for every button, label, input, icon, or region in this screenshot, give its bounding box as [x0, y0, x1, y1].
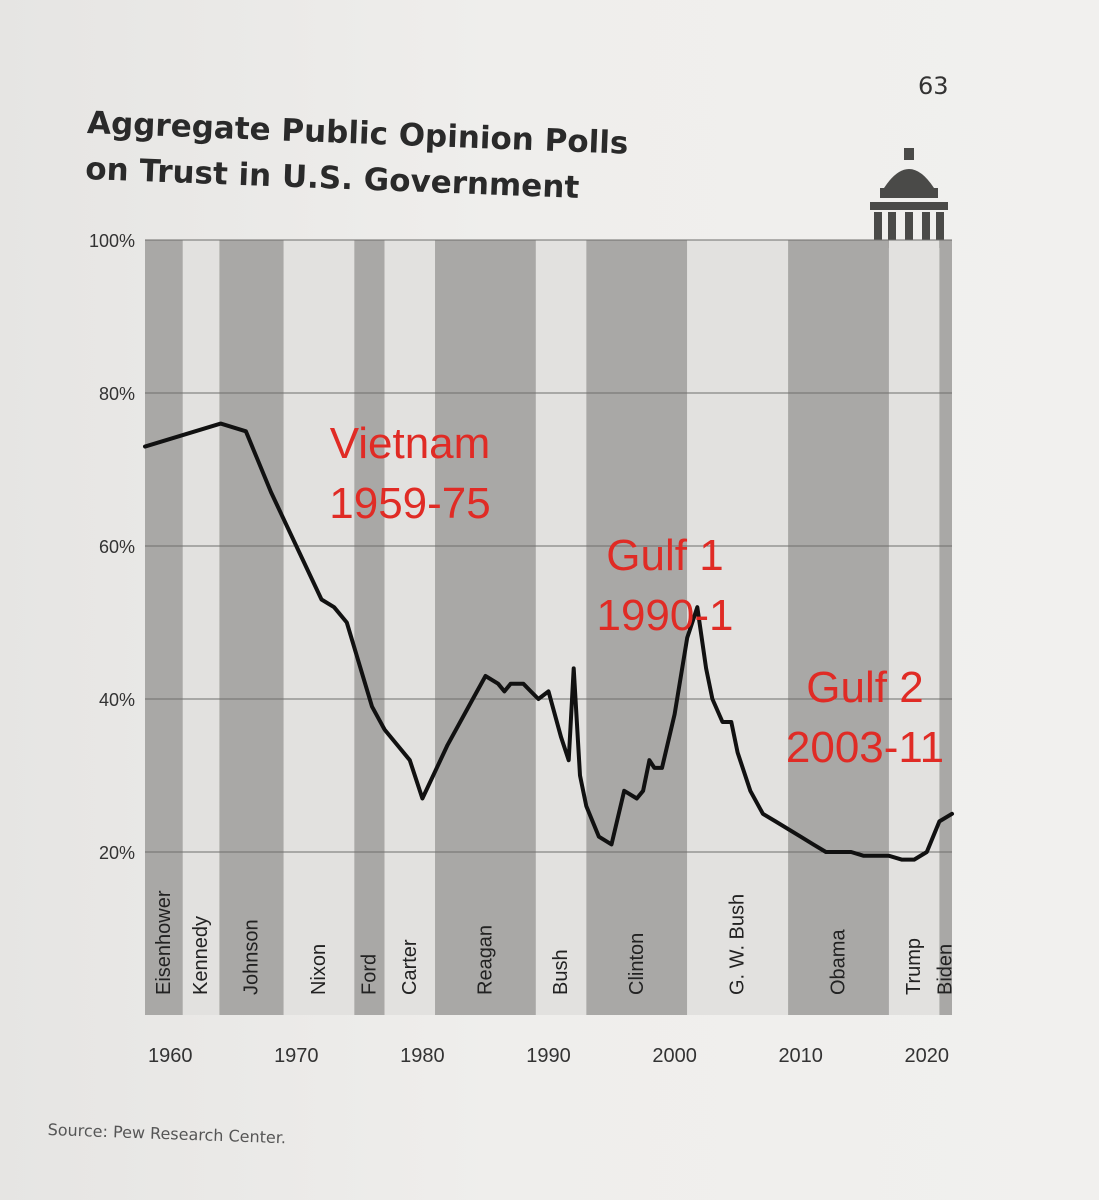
x-tick-label: 2000: [652, 1045, 697, 1067]
president-label: Johnson: [241, 919, 263, 995]
annotation-text: Gulf 2: [806, 663, 923, 712]
trust-series-line: [143, 421, 954, 862]
x-tick-label: 1960: [148, 1045, 193, 1067]
president-band: [283, 240, 355, 1015]
y-tick-label: 20%: [99, 843, 135, 863]
x-tick-label: 1990: [526, 1045, 571, 1067]
president-label: Carter: [399, 939, 421, 995]
annotation-text: 1959-75: [329, 479, 490, 528]
president-label: G. W. Bush: [727, 894, 749, 995]
page-number: 63: [918, 72, 949, 100]
annotation-text: 2003-11: [786, 723, 944, 772]
y-tick-label: 100%: [89, 231, 135, 251]
y-tick-label: 40%: [99, 690, 135, 710]
president-band: [939, 240, 952, 1015]
president-band: [586, 240, 688, 1015]
president-label: Obama: [828, 929, 850, 995]
president-band: [888, 240, 940, 1015]
president-label: Trump: [903, 938, 925, 995]
annotation-text: Gulf 1: [606, 531, 723, 580]
president-label: Ford: [358, 954, 380, 995]
y-tick-label: 80%: [99, 384, 135, 404]
president-band: [219, 240, 284, 1015]
president-label: Clinton: [626, 933, 648, 995]
president-label: Eisenhower: [153, 890, 175, 995]
president-band: [535, 240, 587, 1015]
president-label: Nixon: [308, 944, 330, 995]
president-label: Kennedy: [190, 916, 212, 995]
y-tick-label: 60%: [99, 537, 135, 557]
x-tick-label: 2020: [905, 1045, 950, 1067]
x-tick-label: 2010: [778, 1045, 823, 1067]
x-tick-label: 1980: [400, 1045, 445, 1067]
president-band: [145, 240, 183, 1015]
annotation-text: 1990-1: [596, 591, 733, 640]
president-band: [435, 240, 536, 1015]
president-band: [788, 240, 889, 1015]
x-tick-label: 1970: [274, 1045, 319, 1067]
president-label: Bush: [550, 949, 572, 995]
annotation-text: Vietnam: [330, 419, 491, 468]
president-band: [354, 240, 385, 1015]
president-band: [687, 240, 789, 1015]
president-band: [384, 240, 436, 1015]
president-band: [182, 240, 220, 1015]
president-label: Biden: [935, 944, 957, 995]
president-label: Reagan: [474, 925, 496, 995]
